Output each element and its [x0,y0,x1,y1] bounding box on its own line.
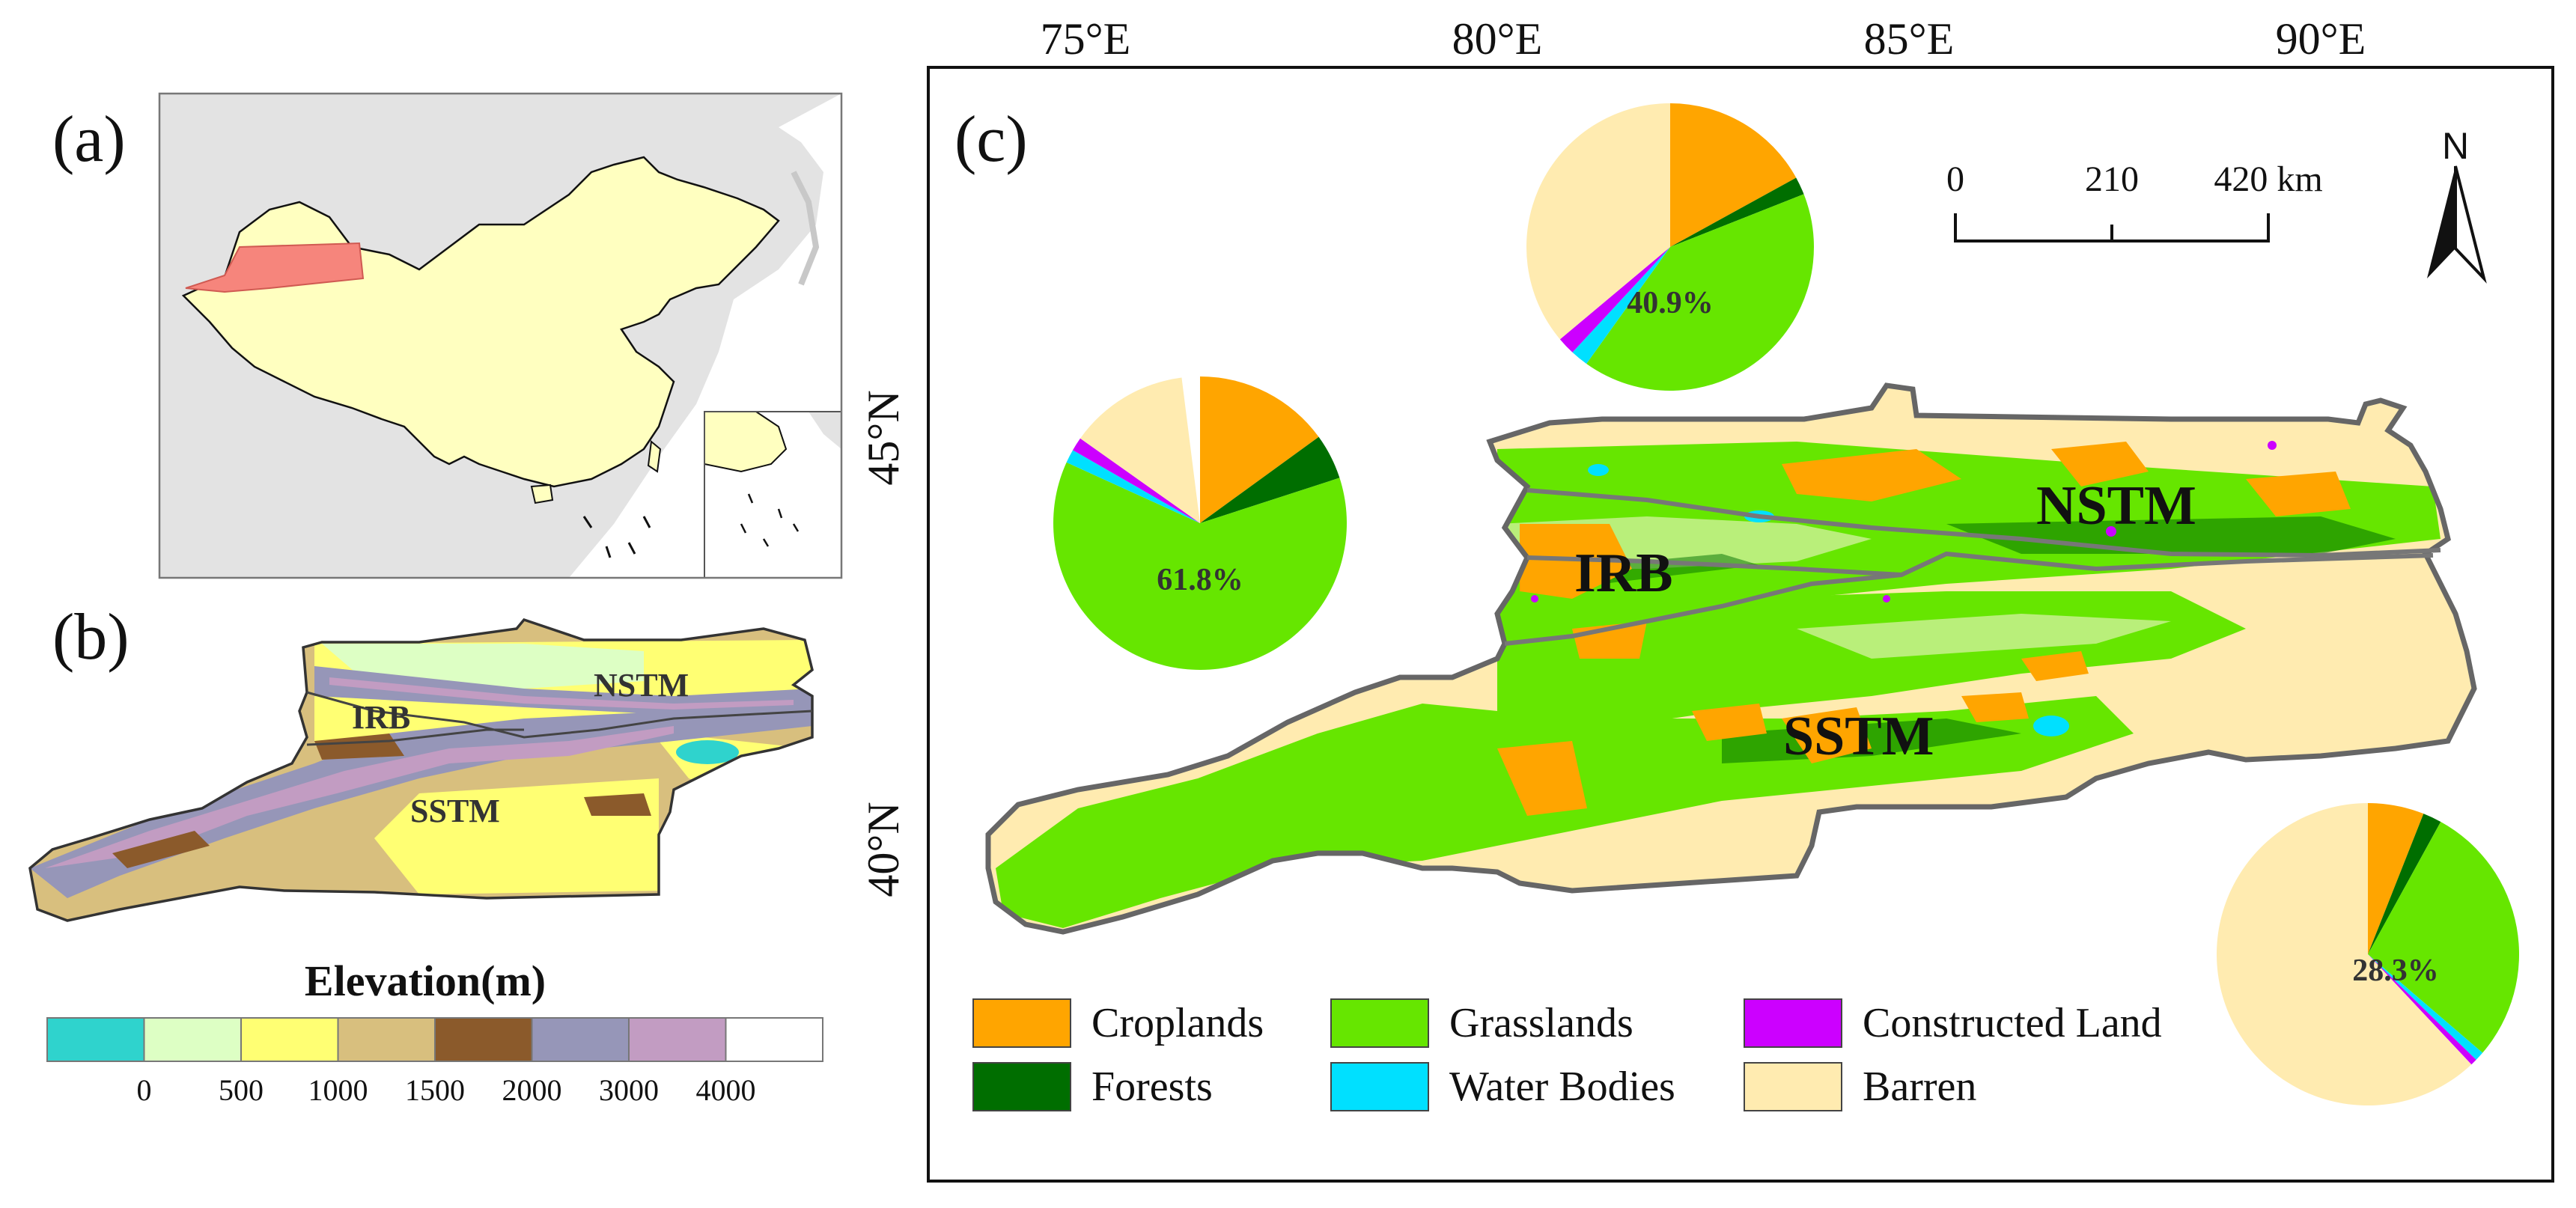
legend-swatch-barren [1744,1062,1842,1111]
elevation-swatch-0 [46,1017,145,1062]
elevation-tick-0: 0 [137,1073,152,1107]
elevation-swatch-7 [725,1017,823,1062]
panel-b-label: (b) [52,601,130,674]
pie-slice-nstm-water-bodies [1572,247,1670,364]
region-label-irb-b: IRB [352,699,410,736]
elevation-map [30,620,812,921]
sstm-boundary [1526,551,2434,578]
land-cover-legend: Croplands Grasslands Constructed Land Fores… [972,998,2162,1111]
region-label-irb: IRB [1574,543,1673,604]
legend-label-grasslands: Grasslands [1449,1000,1633,1046]
longitude-label-3: 90°E [2276,14,2366,64]
pie-slice-irb-grasslands [1053,462,1347,670]
pie-label-nstm: 40.9% [1627,286,1714,320]
elevation-tick-1: 500 [219,1073,264,1107]
xinjiang-highlight [185,242,365,293]
legend-swatch-grasslands [1330,998,1429,1048]
pie-slice-sstm-croplands [2368,803,2424,954]
pie-label-irb: 61.8% [1157,563,1243,597]
scale-bar [1954,213,2270,242]
legend-label-constructed-land: Constructed Land [1863,1000,2162,1046]
elevation-legend-ticks: 0 500 1000 1500 2000 3000 4000 [137,1073,756,1107]
elevation-tick-3: 1500 [405,1073,465,1107]
pie-chart-nstm [1526,103,1814,391]
legend-swatch-constructed-land [1744,998,1842,1048]
xinjiang-outline-b [28,617,814,922]
pie-slice-nstm-forests [1670,177,1804,247]
elevation-swatch-4 [434,1017,533,1062]
elevation-legend-bar [46,1017,823,1062]
legend-swatch-water-bodies [1330,1062,1429,1111]
legend-label-water-bodies: Water Bodies [1449,1064,1675,1110]
longitude-label-0: 75°E [1041,14,1131,64]
region-label-nstm: NSTM [2036,475,2196,537]
hainan-island [530,483,554,504]
pie-slice-irb-forests [1200,436,1340,523]
scale-tick-420: 420 km [2214,159,2322,199]
irb-boundary [1504,573,1902,646]
pie-slice-nstm-croplands [1670,103,1797,247]
legend-swatch-forests [972,1062,1071,1111]
subregion-boundary-irb [306,728,524,746]
pie-slice-irb-croplands [1200,376,1319,523]
elevation-swatch-5 [531,1017,630,1062]
latitude-label-0: 45°N [859,390,908,485]
nine-dash-line [582,516,651,558]
region-label-sstm-b: SSTM [410,793,500,829]
nstm-boundary [1526,488,2441,558]
panel-c-label: (c) [954,103,1028,176]
longitude-labels: 75°E 80°E 85°E 90°E [1041,14,2366,64]
pie-slice-nstm-grasslands [1586,194,1814,391]
elevation-swatch-3 [337,1017,436,1062]
scale-tick-210: 210 [2085,159,2139,199]
elevation-tick-5: 3000 [599,1073,659,1107]
elevation-legend-title: Elevation(m) [305,957,546,1005]
longitude-label-2: 85°E [1864,14,1955,64]
region-label-sstm: SSTM [1783,706,1934,767]
japan-islands [791,171,820,286]
longitude-label-1: 80°E [1452,14,1543,64]
taiwan-island [647,440,662,473]
panel-b: (b) IRB NSTM SSTM Elevation(m) 0 500 1000 1… [28,601,823,1107]
north-arrow-icon [2427,165,2487,284]
latitude-labels: 45°N 40°N [859,390,908,897]
pie-slice-sstm-barren [2217,803,2472,1105]
subregion-boundary-north [306,691,813,739]
legend-label-croplands: Croplands [1091,1000,1264,1046]
pie-slice-nstm-barren [1526,103,1670,340]
legend-swatch-croplands [972,998,1071,1048]
panel-c: 75°E 80°E 85°E 90°E 45°N 40°N [859,14,2554,1183]
panel-c-frame [927,66,2554,1183]
pie-slice-nstm-constructed-land [1559,247,1670,353]
pie-slice-sstm-grasslands [2368,821,2519,1053]
elevation-tick-2: 1000 [308,1073,368,1107]
panel-a-frame [158,92,843,579]
elevation-tick-6: 4000 [696,1073,756,1107]
south-china-sea-inset [704,412,841,578]
latitude-label-1: 40°N [859,802,908,897]
panel-a: (a) [52,92,843,579]
inset-frame [704,411,841,578]
legend-label-forests: Forests [1091,1064,1213,1110]
panel-a-label: (a) [52,103,126,176]
elevation-tick-4: 2000 [502,1073,562,1107]
elevation-swatch-2 [240,1017,339,1062]
china-landmass [181,156,780,488]
pie-slice-irb-constructed-land [1073,438,1200,523]
pie-chart-sstm [2217,803,2519,1105]
elevation-swatch-1 [143,1017,242,1062]
pie-label-sstm: 28.3% [2352,954,2439,988]
scale-tick-0: 0 [1946,159,1964,199]
pie-slice-irb-barren [1080,377,1200,523]
region-label-nstm-b: NSTM [594,667,689,704]
pie-slice-sstm-constructed-land [2368,954,2476,1065]
pie-chart-irb [1053,376,1347,670]
north-arrow-label: N [2442,125,2469,167]
pie-slice-sstm-forests [2368,814,2441,954]
pie-slice-sstm-water-bodies [2368,954,2483,1061]
pie-slice-irb-water-bodies [1066,450,1200,523]
legend-label-barren: Barren [1863,1064,1976,1110]
elevation-swatch-6 [628,1017,727,1062]
